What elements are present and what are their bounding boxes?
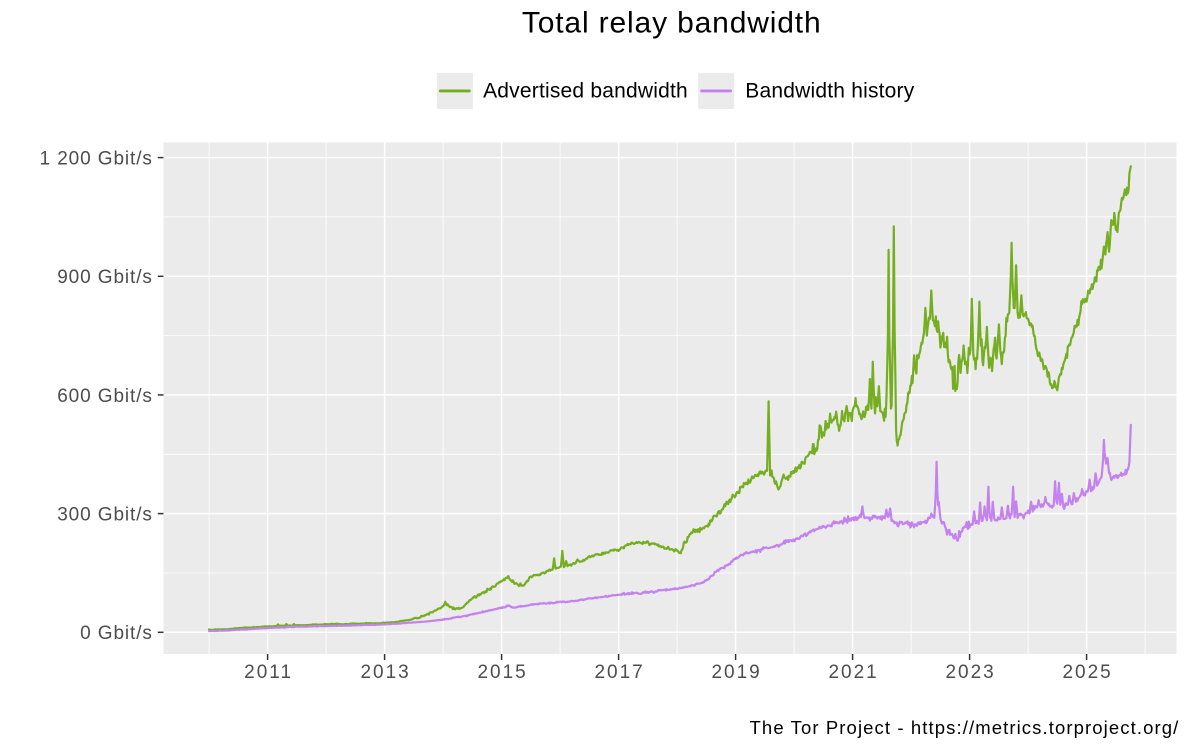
svg-text:Bandwidth history: Bandwidth history xyxy=(745,80,914,103)
svg-text:2017: 2017 xyxy=(594,662,644,683)
svg-text:900 Gbit/s: 900 Gbit/s xyxy=(57,267,153,288)
svg-text:2019: 2019 xyxy=(711,662,761,683)
svg-text:2015: 2015 xyxy=(477,662,527,683)
svg-text:Total relay bandwidth: Total relay bandwidth xyxy=(522,6,822,39)
svg-text:2025: 2025 xyxy=(1062,662,1112,683)
svg-text:0 Gbit/s: 0 Gbit/s xyxy=(80,623,153,644)
svg-text:2023: 2023 xyxy=(945,662,995,683)
svg-text:600 Gbit/s: 600 Gbit/s xyxy=(57,386,153,407)
svg-text:300 Gbit/s: 300 Gbit/s xyxy=(57,505,153,526)
svg-text:1 200 Gbit/s: 1 200 Gbit/s xyxy=(40,149,153,170)
svg-text:2013: 2013 xyxy=(360,662,410,683)
svg-text:2021: 2021 xyxy=(828,662,878,683)
svg-text:The Tor Project - https://metr: The Tor Project - https://metrics.torpro… xyxy=(750,717,1180,738)
svg-text:Advertised bandwidth: Advertised bandwidth xyxy=(483,80,688,103)
svg-text:2011: 2011 xyxy=(244,662,293,683)
